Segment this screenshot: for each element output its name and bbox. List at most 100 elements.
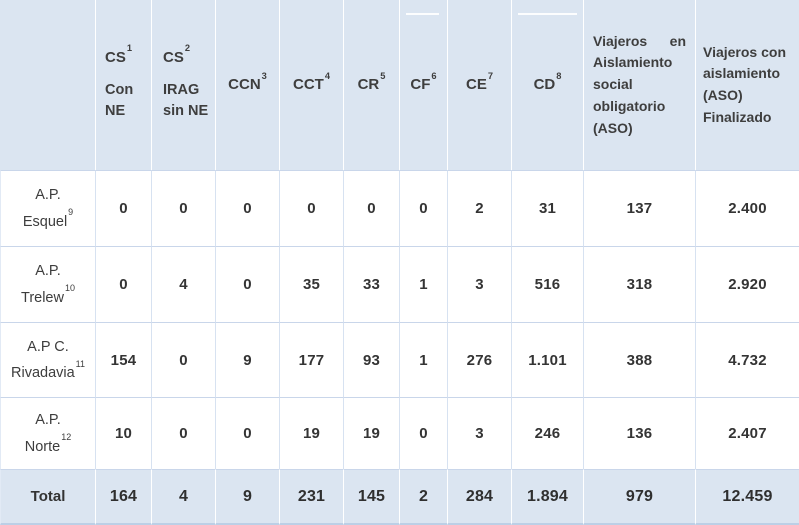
row-label: A.P C. Rivadavia11 — [0, 322, 96, 397]
column-header-label: CD8 — [512, 71, 583, 95]
data-cell: 1.101 — [512, 322, 584, 397]
column-header-label: CF6 — [400, 71, 447, 95]
total-cell: 12.459 — [696, 469, 799, 525]
data-cell: 0 — [280, 170, 344, 246]
footnote-ref: 11 — [75, 358, 85, 369]
data-cell: 1 — [400, 322, 448, 397]
column-header-viajeros-aso-finalizado: Viajeros con aislamiento (ASO) Finalizad… — [696, 0, 799, 170]
data-cell: 93 — [344, 322, 400, 397]
table-row-rivadavia: A.P C. Rivadavia11 154 0 9 177 93 1 276 … — [0, 322, 799, 397]
table-body: A.P. Esquel9 0 0 0 0 0 0 2 31 137 2.400 … — [0, 170, 799, 525]
table-row-trelew: A.P. Trelew10 0 4 0 35 33 1 3 516 318 2.… — [0, 246, 799, 322]
data-cell: 3 — [448, 246, 512, 322]
row-label-line1: A.P. — [35, 412, 61, 429]
total-cell: 164 — [96, 469, 152, 525]
data-cell: 0 — [400, 170, 448, 246]
data-cell: 10 — [96, 397, 152, 469]
data-cell: 0 — [400, 397, 448, 469]
data-cell: 4.732 — [696, 322, 799, 397]
data-cell: 0 — [152, 322, 216, 397]
footnote-ref: 1 — [126, 43, 133, 54]
total-cell: 231 — [280, 469, 344, 525]
column-header-label: CCN3 — [216, 71, 279, 95]
column-header-ce: CE7 — [448, 0, 512, 170]
column-header-cs1: CS1 Con NE — [96, 0, 152, 170]
column-header-cr: CR5 — [344, 0, 400, 170]
header-row: CS1 Con NE CS2 IRAG sin NE CCN3 CCT4 CR5 — [0, 0, 799, 170]
column-header-label: Viajeros con aislamiento (ASO) Finalizad… — [703, 43, 787, 125]
data-cell: 137 — [584, 170, 696, 246]
row-label-text: Trelew — [21, 289, 64, 306]
data-cell: 35 — [280, 246, 344, 322]
column-header-cd: CD8 — [512, 0, 584, 170]
header-base: CCT — [293, 76, 324, 94]
data-cell: 516 — [512, 246, 584, 322]
data-cell: 2.920 — [696, 246, 799, 322]
data-cell: 0 — [344, 170, 400, 246]
data-cell: 4 — [152, 246, 216, 322]
data-cell: 0 — [152, 170, 216, 246]
data-cell: 0 — [216, 170, 280, 246]
column-header-viajeros-aso: Viajeros en Aislamiento social obligator… — [584, 0, 696, 170]
row-label-line2: Trelew10 — [1, 283, 95, 311]
table-row-esquel: A.P. Esquel9 0 0 0 0 0 0 2 31 137 2.400 — [0, 170, 799, 246]
data-cell: 0 — [152, 397, 216, 469]
footnote-ref: 10 — [64, 283, 75, 294]
row-label-text: Norte — [24, 438, 61, 455]
table-row-norte: A.P. Norte12 10 0 0 19 19 0 3 246 136 2.… — [0, 397, 799, 469]
column-header-ccn: CCN3 — [216, 0, 280, 170]
data-cell: 0 — [216, 397, 280, 469]
row-label: A.P. Trelew10 — [0, 246, 96, 322]
corner-cell — [0, 0, 96, 170]
total-row: Total 164 4 9 231 145 2 284 1.894 979 12… — [0, 469, 799, 525]
data-cell: 388 — [584, 322, 696, 397]
row-label-text: Esquel — [22, 213, 68, 230]
footnote-ref: 12 — [61, 432, 72, 443]
footnote-ref: 6 — [431, 70, 437, 81]
row-label-text: Rivadavia — [11, 365, 75, 381]
header-base: CE — [465, 76, 487, 94]
column-header-label: CCT4 — [280, 71, 343, 95]
data-cell: 31 — [512, 170, 584, 246]
total-cell: 979 — [584, 469, 696, 525]
column-header-label: CS2 — [163, 43, 215, 68]
data-cell: 246 — [512, 397, 584, 469]
row-label-line2: Norte12 — [1, 432, 95, 460]
total-cell: 2 — [400, 469, 448, 525]
row-label-line2: Rivadavia11 — [1, 358, 95, 386]
total-label: Total — [0, 469, 96, 525]
header-base: CD — [533, 76, 556, 94]
data-cell: 2 — [448, 170, 512, 246]
table-header: CS1 Con NE CS2 IRAG sin NE CCN3 CCT4 CR5 — [0, 0, 799, 170]
data-cell: 318 — [584, 246, 696, 322]
data-cell: 2.407 — [696, 397, 799, 469]
data-cell: 33 — [344, 246, 400, 322]
header-base: CR — [357, 76, 380, 94]
header-subtitle: IRAG sin NE — [163, 82, 209, 120]
row-label-line1: A.P. — [35, 263, 61, 280]
row-label-line1: A.P. — [35, 187, 61, 204]
data-cell: 3 — [448, 397, 512, 469]
data-cell: 154 — [96, 322, 152, 397]
row-label-line2: Esquel9 — [1, 208, 95, 235]
footnote-ref: 7 — [487, 70, 493, 81]
header-base: CS — [105, 48, 126, 66]
total-cell: 1.894 — [512, 469, 584, 525]
column-header-cct: CCT4 — [280, 0, 344, 170]
column-header-label: Viajeros en Aislamiento social obligator… — [593, 32, 686, 136]
row-label: A.P. Esquel9 — [0, 170, 96, 246]
column-header-cs2: CS2 IRAG sin NE — [152, 0, 216, 170]
data-cell: 19 — [344, 397, 400, 469]
data-cell: 276 — [448, 322, 512, 397]
row-label: A.P. Norte12 — [0, 397, 96, 469]
header-base: CS — [163, 48, 184, 66]
footnote-ref: 8 — [556, 70, 562, 81]
column-header-cf: CF6 — [400, 0, 448, 170]
total-cell: 9 — [216, 469, 280, 525]
total-cell: 284 — [448, 469, 512, 525]
row-label-line1: A.P C. — [27, 338, 69, 355]
total-cell: 145 — [344, 469, 400, 525]
data-cell: 2.400 — [696, 170, 799, 246]
data-cell: 0 — [96, 170, 152, 246]
